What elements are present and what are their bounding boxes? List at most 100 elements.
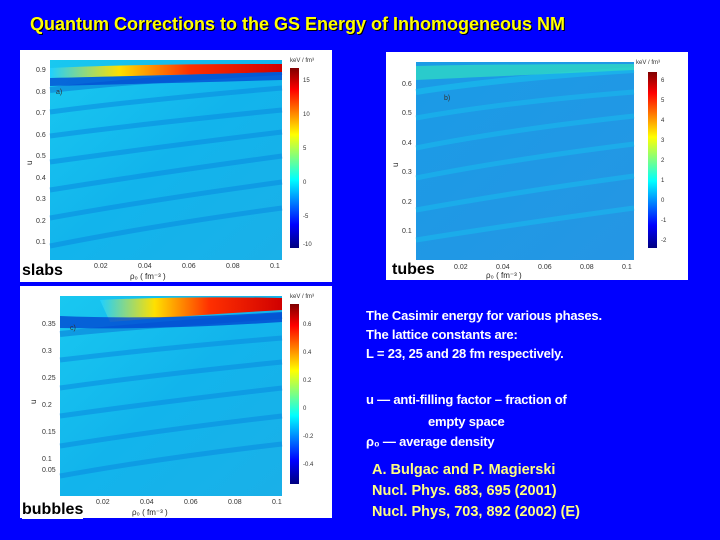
colorbar-ticks: 0.6 0.4 0.2 0 -0.2 -0.4 (303, 322, 314, 468)
reference-authors: A. Bulgac and P. Magierski (372, 462, 556, 478)
y-tick: 0.3 (402, 169, 412, 176)
x-tick: 0.06 (184, 499, 198, 506)
colorbar-tick: 2 (661, 158, 665, 164)
panel-tag: c) (70, 325, 76, 332)
legend-rho: ρ₀ — average density (366, 434, 495, 449)
plot-bubbles: c) u 0.35 0.3 0.25 0.2 0.15 0.1 0.05 0.0… (20, 286, 332, 518)
colorbar (648, 72, 657, 248)
y-tick: 0.6 (402, 81, 412, 88)
label-bubbles: bubbles (22, 501, 84, 519)
y-tick: 0.1 (36, 239, 46, 246)
reference-block: A. Bulgac and P. Magierski Nucl. Phys. 6… (372, 460, 580, 523)
y-tick: 0.2 (402, 199, 412, 206)
x-ticks: 0.02 0.04 0.06 0.08 0.1 (96, 499, 282, 506)
y-tick: 0.3 (36, 196, 46, 203)
x-tick: 0.1 (270, 263, 280, 270)
y-tick: 0.2 (42, 402, 52, 409)
colorbar-tick: 0.2 (303, 378, 312, 384)
colorbar-tick: -2 (661, 238, 667, 244)
plot-tubes: b) u 0.6 0.5 0.4 0.3 0.2 0.1 0.02 0.04 0… (386, 52, 688, 280)
colorbar-tick: 0.6 (303, 322, 312, 328)
y-ticks: 0.9 0.8 0.7 0.6 0.5 0.4 0.3 0.2 0.1 (36, 67, 46, 246)
label-tubes: tubes (392, 261, 435, 279)
cold-band (60, 312, 282, 329)
heatmap-tubes: b) u 0.6 0.5 0.4 0.3 0.2 0.1 0.02 0.04 0… (391, 60, 667, 280)
hot-band (100, 297, 282, 322)
x-tick: 0.02 (454, 264, 468, 271)
x-tick: 0.04 (138, 263, 152, 270)
y-axis-label: u (29, 400, 38, 404)
hot-band (416, 64, 634, 80)
cold-band (50, 72, 282, 86)
x-tick: 0.02 (96, 499, 110, 506)
y-tick: 0.35 (42, 321, 56, 328)
reference-citation: Nucl. Phys. 683, 695 (2001) (372, 483, 557, 499)
description-line: The Casimir energy for various phases. (366, 308, 602, 323)
x-tick: 0.04 (496, 264, 510, 271)
hot-band (50, 64, 282, 78)
heatmap-bubbles: c) u 0.35 0.3 0.25 0.2 0.15 0.1 0.05 0.0… (29, 294, 314, 517)
colorbar-tick: 5 (661, 98, 665, 104)
y-tick: 0.4 (402, 140, 412, 147)
colorbar-tick: -10 (303, 242, 312, 248)
heatmap-bands (415, 67, 635, 243)
slide-title: Quantum Corrections to the GS Energy of … (30, 14, 566, 34)
x-ticks: 0.02 0.04 0.06 0.08 0.1 (94, 263, 280, 270)
legend-u-continuation: empty space (428, 414, 505, 429)
colorbar-ticks: 15 10 5 0 -5 -10 (303, 78, 312, 248)
colorbar (290, 68, 299, 248)
colorbar-tick: 1 (661, 178, 665, 184)
y-tick: 0.1 (402, 228, 412, 235)
x-tick: 0.04 (140, 499, 154, 506)
x-tick: 0.1 (272, 499, 282, 506)
y-tick: 0.9 (36, 67, 46, 74)
colorbar-tick: 5 (303, 146, 307, 152)
colorbar-tick: 0.4 (303, 350, 312, 356)
y-axis-label: u (391, 163, 400, 167)
colorbar (290, 304, 299, 484)
y-tick: 0.15 (42, 429, 56, 436)
y-tick: 0.5 (402, 110, 412, 117)
x-tick: 0.1 (622, 264, 632, 271)
y-ticks: 0.6 0.5 0.4 0.3 0.2 0.1 (402, 81, 412, 235)
colorbar-tick: -1 (661, 218, 667, 224)
y-tick: 0.4 (36, 175, 46, 182)
y-tick: 0.05 (42, 467, 56, 474)
x-axis-label: ρ₀ ( fm⁻³ ) (132, 508, 168, 517)
colorbar-unit: keV / fm³ (290, 58, 314, 64)
colorbar-tick: 6 (661, 78, 665, 84)
colorbar-tick: 3 (661, 138, 665, 144)
x-tick: 0.06 (538, 264, 552, 271)
colorbar-unit: keV / fm³ (290, 294, 314, 300)
x-tick: 0.08 (228, 499, 242, 506)
y-tick: 0.8 (36, 89, 46, 96)
x-tick: 0.06 (182, 263, 196, 270)
x-axis-label: ρ₀ ( fm⁻³ ) (486, 271, 522, 280)
colorbar-tick: 4 (661, 118, 665, 124)
y-tick: 0.3 (42, 348, 52, 355)
description-line: L = 23, 25 and 28 fm respectively. (366, 346, 564, 361)
y-tick: 0.25 (42, 375, 56, 382)
colorbar-tick: 0 (303, 406, 307, 412)
legend-u: u — anti-filling factor – fraction of (366, 392, 567, 407)
label-slabs: slabs (22, 262, 63, 280)
panel-tag: b) (444, 95, 450, 102)
colorbar-tick: -0.4 (303, 462, 314, 468)
colorbar-tick: 15 (303, 78, 310, 84)
y-tick: 0.7 (36, 110, 46, 117)
x-tick: 0.08 (580, 264, 594, 271)
plot-slabs: a) u 0.9 0.8 0.7 0.6 0.5 0.4 0.3 0.2 0.1… (20, 50, 332, 282)
reference-citation: Nucl. Phys, 703, 892 (2002) (E) (372, 504, 580, 520)
y-tick: 0.2 (36, 218, 46, 225)
y-tick: 0.1 (42, 456, 52, 463)
colorbar-tick: -5 (303, 214, 309, 220)
description-line: The lattice constants are: (366, 327, 518, 342)
colorbar-tick: 10 (303, 112, 310, 118)
panel-tag: a) (56, 89, 62, 96)
y-tick: 0.5 (36, 153, 46, 160)
y-ticks: 0.35 0.3 0.25 0.2 0.15 0.1 0.05 (42, 321, 56, 474)
heatmap-slabs: a) u 0.9 0.8 0.7 0.6 0.5 0.4 0.3 0.2 0.1… (25, 58, 314, 281)
description-block: The Casimir energy for various phases. T… (366, 306, 706, 363)
colorbar-tick: -0.2 (303, 434, 314, 440)
colorbar-tick: 0 (303, 180, 307, 186)
